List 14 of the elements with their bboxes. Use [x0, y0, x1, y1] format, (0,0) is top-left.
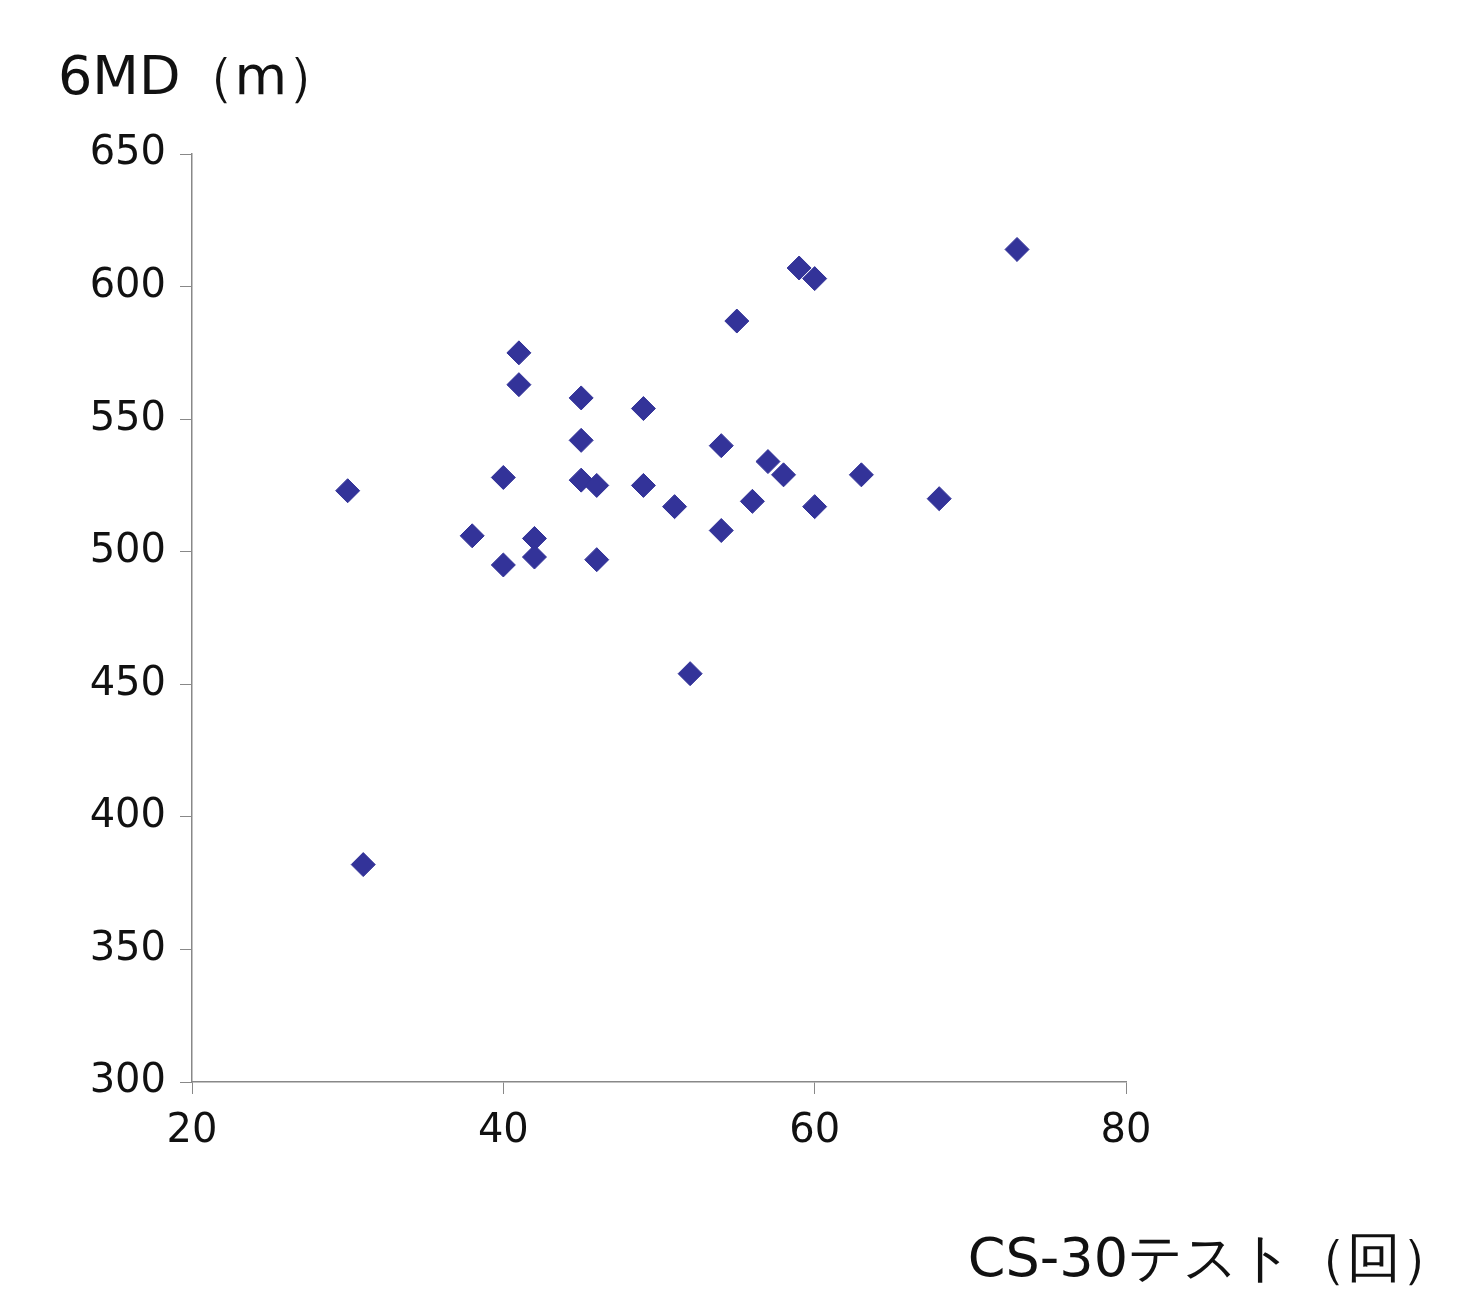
x-tick-label: 80 [1100, 1105, 1152, 1152]
y-tick-label: 300 [89, 1055, 166, 1102]
y-axis-title: 6MD（m） [58, 43, 342, 109]
y-tick-label: 600 [89, 259, 166, 306]
x-tick-label: 20 [166, 1105, 218, 1152]
x-axis-title: CS-30テスト（回） [967, 1225, 1455, 1291]
y-tick-label: 550 [89, 392, 166, 439]
y-tick-label: 350 [89, 922, 166, 969]
x-tick-label: 60 [789, 1105, 841, 1152]
x-tick-label: 40 [477, 1105, 529, 1152]
y-tick-label: 500 [89, 525, 166, 572]
y-tick-label: 650 [89, 127, 166, 174]
y-tick-label: 450 [89, 657, 166, 704]
y-tick-label: 400 [89, 790, 166, 837]
